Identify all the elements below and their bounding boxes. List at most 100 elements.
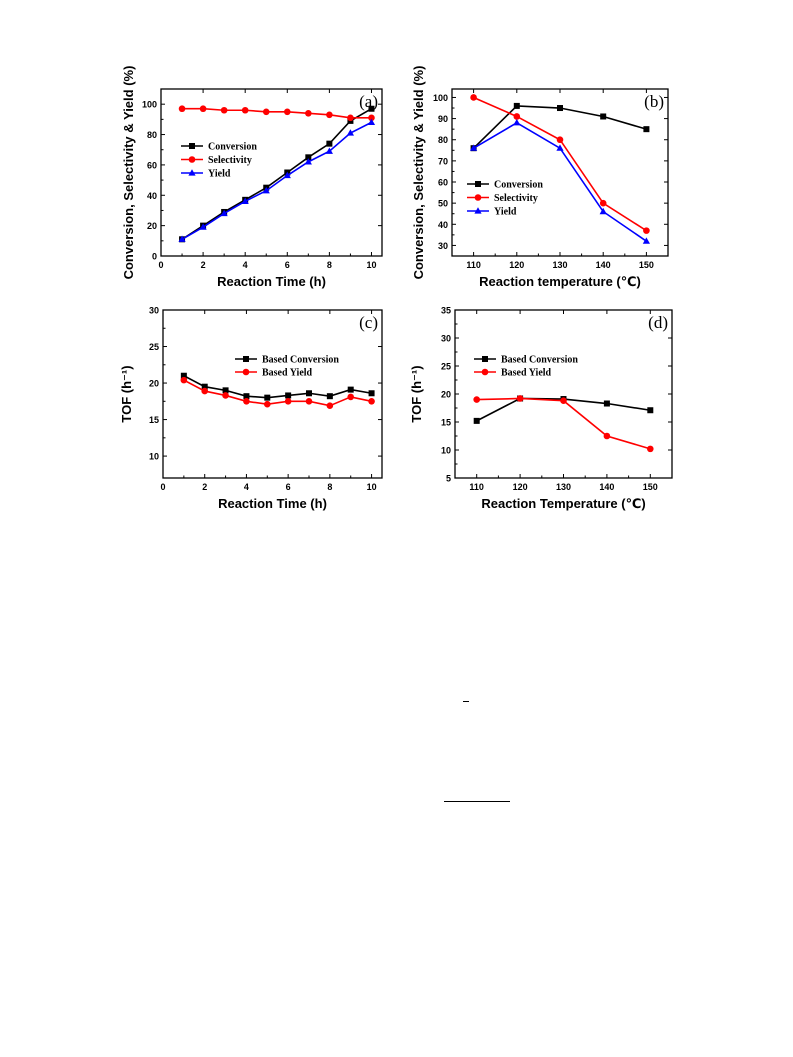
data-point [222, 392, 229, 399]
x-tick-label: 10 [366, 260, 376, 270]
x-tick-label: 130 [552, 260, 567, 270]
data-point [306, 390, 312, 397]
data-point [368, 398, 375, 405]
data-point [647, 407, 654, 414]
data-point [556, 144, 564, 151]
y-tick-label: 30 [441, 334, 451, 344]
chart-panel-d: 110 120 130 140 150 5 10 15 20 25 30 35 Reaction Tem… [409, 306, 673, 511]
y-tick-label: 15 [149, 415, 159, 425]
y-tick-label: 25 [149, 342, 159, 352]
data-point [473, 396, 481, 403]
data-point [305, 398, 313, 405]
footnote-rule [444, 801, 510, 802]
data-point [347, 386, 354, 393]
data-point [263, 400, 271, 408]
y-tick-label: 25 [441, 362, 451, 372]
y-tick-label: 50 [438, 199, 448, 209]
data-point [643, 227, 650, 234]
legend: Conversion Selectivity Yield [181, 142, 257, 180]
data-point [470, 144, 478, 151]
series-line [182, 107, 372, 119]
legend-marker [474, 194, 482, 201]
legend-marker [243, 356, 249, 362]
x-tick-label: 8 [327, 482, 332, 492]
x-tick-label: 120 [513, 482, 528, 492]
data-point [283, 108, 291, 116]
data-point [262, 186, 270, 194]
x-axis-title: Reaction temperature (℃) [479, 274, 641, 289]
data-point [326, 140, 333, 147]
data-point [599, 199, 607, 207]
data-point [470, 94, 477, 101]
data-point [220, 209, 228, 217]
x-tick-label: 130 [556, 482, 571, 492]
data-point [241, 197, 249, 204]
legend: Based Conversion Based Yield [474, 355, 578, 379]
data-point [222, 387, 229, 394]
y-tick-label: 80 [147, 130, 157, 140]
x-tick-label: 110 [466, 260, 481, 270]
data-point [513, 113, 521, 120]
y-tick-label: 30 [438, 241, 448, 251]
y-tick-label: 60 [438, 178, 448, 188]
plot-frame [162, 309, 383, 479]
series-line [183, 379, 372, 407]
y-tick-label: 20 [149, 379, 159, 389]
data-point [347, 114, 354, 122]
panel-label: (b) [644, 92, 664, 111]
x-tick-label: 4 [244, 482, 249, 492]
legend-marker [242, 368, 250, 376]
data-point [516, 395, 524, 402]
series-based-yield [473, 395, 654, 453]
data-point [326, 402, 334, 409]
legend-label: Based Conversion [501, 355, 578, 366]
data-point [305, 154, 312, 161]
data-point [305, 109, 312, 117]
data-point [560, 397, 567, 405]
x-tick-label: 6 [285, 260, 290, 270]
data-point [178, 235, 186, 242]
data-point [600, 113, 607, 120]
legend-label: Conversion [208, 142, 257, 153]
legend-marker [475, 181, 481, 187]
x-tick-label: 110 [469, 482, 484, 492]
data-point [367, 118, 376, 125]
data-point [556, 136, 564, 144]
data-point [368, 390, 375, 397]
data-point [304, 158, 312, 165]
x-tick-label: 140 [599, 482, 614, 492]
y-tick-label: 80 [438, 135, 448, 145]
data-point [199, 105, 207, 113]
series-selectivity [178, 105, 375, 122]
y-tick-label: 40 [147, 191, 157, 201]
x-tick-label: 150 [639, 260, 654, 270]
x-axis-title: Reaction Time (h) [217, 274, 326, 289]
data-point [603, 432, 611, 440]
y-axis-title: Conversion, Selectivity & Yield (%) [411, 66, 426, 280]
legend-marker [481, 368, 489, 376]
data-point [326, 393, 333, 400]
data-point [262, 108, 270, 116]
data-point [241, 106, 249, 114]
legend-label: Yield [494, 207, 517, 218]
x-tick-label: 140 [596, 260, 611, 270]
x-tick-label: 10 [367, 482, 377, 492]
y-axis-title: Conversion, Selectivity & Yield (%) [121, 66, 136, 280]
y-tick-label: 40 [438, 220, 448, 230]
y-tick-label: 10 [441, 446, 451, 456]
legend-label: Yield [208, 169, 231, 180]
series-line [181, 121, 372, 240]
y-tick-label: 100 [142, 100, 157, 110]
data-point [347, 393, 355, 401]
y-axis-title: TOF (h⁻¹) [119, 365, 134, 422]
y-tick-label: 100 [433, 93, 448, 103]
panel-label: (c) [359, 313, 378, 332]
legend: Based Conversion Based Yield [235, 355, 339, 379]
y-axis-title: TOF (h⁻¹) [409, 365, 424, 422]
data-point [603, 400, 610, 407]
data-point [178, 105, 186, 113]
y-tick-label: 35 [441, 306, 451, 316]
legend-label: Based Yield [501, 368, 552, 379]
x-axis-title: Reaction Temperature (℃) [481, 496, 645, 511]
